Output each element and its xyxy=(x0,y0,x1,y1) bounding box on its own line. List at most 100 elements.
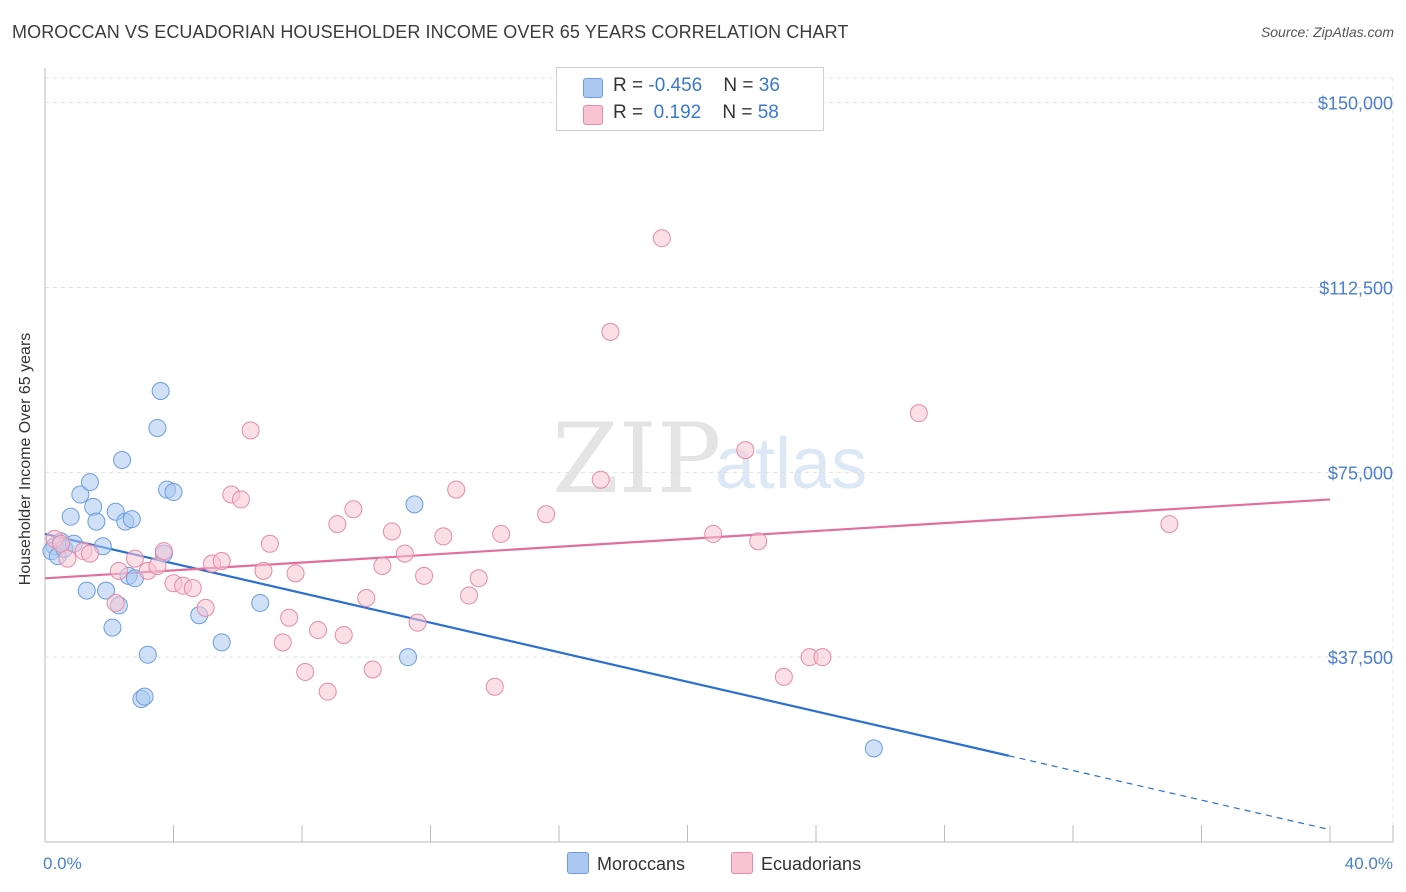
point-ecuadorians xyxy=(286,564,305,583)
point-ecuadorians xyxy=(328,515,347,534)
y-axis-label: Householder Income Over 65 years xyxy=(17,332,34,586)
bottom-legend-moroccans: Moroccans xyxy=(567,852,685,875)
point-ecuadorians xyxy=(254,561,273,580)
point-moroccans xyxy=(84,497,103,516)
point-ecuadorians xyxy=(231,490,250,509)
point-ecuadorians xyxy=(80,544,99,563)
point-ecuadorians xyxy=(212,552,231,571)
x-tick-label-max: 40.0% xyxy=(1345,854,1393,873)
point-ecuadorians xyxy=(1160,515,1179,534)
correlation-legend: R = -0.456 N = 36 R = 0.192 N = 58 xyxy=(556,67,824,131)
point-ecuadorians xyxy=(704,524,723,543)
point-ecuadorians xyxy=(196,598,215,617)
point-ecuadorians xyxy=(154,542,173,561)
point-ecuadorians xyxy=(601,322,620,341)
watermark: ZIP atlas xyxy=(552,403,867,515)
trend-lines xyxy=(44,498,1331,831)
point-ecuadorians xyxy=(395,544,414,563)
bottom-legend-ecuadorians: Ecuadorians xyxy=(731,852,861,875)
point-moroccans xyxy=(148,418,167,437)
watermark-atlas: atlas xyxy=(715,424,867,504)
point-ecuadorians xyxy=(813,648,832,667)
point-moroccans xyxy=(138,645,157,664)
point-ecuadorians xyxy=(415,566,434,585)
watermark-zip: ZIP xyxy=(552,403,721,515)
bottom-legend-swatch-ecuadorians xyxy=(731,852,753,874)
point-moroccans xyxy=(122,510,141,529)
point-ecuadorians xyxy=(183,579,202,598)
point-ecuadorians xyxy=(382,522,401,541)
y-axis-label-wrap: Householder Income Over 65 years xyxy=(6,300,46,620)
source-label: Source: ZipAtlas.com xyxy=(1260,24,1394,40)
point-ecuadorians xyxy=(309,621,328,640)
point-ecuadorians xyxy=(241,421,260,440)
point-ecuadorians xyxy=(125,549,144,568)
point-ecuadorians xyxy=(652,229,671,248)
point-ecuadorians xyxy=(408,613,427,632)
legend-text-moroccans: R = -0.456 N = 36 xyxy=(613,75,780,97)
n-label: N = xyxy=(723,75,759,96)
r-label: R = xyxy=(613,75,649,96)
point-ecuadorians xyxy=(736,441,755,460)
point-ecuadorians xyxy=(537,505,556,524)
x-tick-labels: 0.0% 40.0% xyxy=(43,854,1393,873)
point-moroccans xyxy=(151,381,170,400)
point-ecuadorians xyxy=(492,524,511,543)
y-tick-label: $150,000 xyxy=(1318,94,1393,114)
point-ecuadorians xyxy=(373,556,392,575)
point-ecuadorians xyxy=(485,677,504,696)
point-moroccans xyxy=(97,581,116,600)
point-ecuadorians xyxy=(260,534,279,553)
point-moroccans xyxy=(399,648,418,667)
point-ecuadorians xyxy=(296,662,315,681)
n-label: N = xyxy=(722,102,758,123)
point-moroccans xyxy=(864,739,883,758)
legend-swatch-ecuadorians xyxy=(583,105,603,125)
point-ecuadorians xyxy=(909,404,928,423)
point-ecuadorians xyxy=(344,500,363,519)
bottom-legend-label-moroccans: Moroccans xyxy=(597,854,686,874)
trend-line-moroccans-extension xyxy=(1008,755,1331,831)
point-ecuadorians xyxy=(434,527,453,546)
y-tick-label: $75,000 xyxy=(1328,463,1393,483)
point-ecuadorians xyxy=(774,667,793,686)
y-tick-label: $37,500 xyxy=(1328,648,1393,668)
point-moroccans xyxy=(80,473,99,492)
point-moroccans xyxy=(113,451,132,469)
point-moroccans xyxy=(251,593,270,612)
point-ecuadorians xyxy=(273,633,292,652)
n-value: 36 xyxy=(758,75,780,96)
bottom-legend-label-ecuadorians: Ecuadorians xyxy=(761,854,862,874)
bottom-legend-swatch-moroccans xyxy=(567,852,589,874)
y-tick-label: $112,500 xyxy=(1319,278,1393,298)
point-moroccans xyxy=(135,687,154,706)
point-moroccans xyxy=(71,485,90,504)
point-ecuadorians xyxy=(357,589,376,608)
data-points xyxy=(42,229,1179,758)
point-ecuadorians xyxy=(106,593,125,612)
point-ecuadorians xyxy=(447,480,466,499)
point-moroccans xyxy=(164,483,183,502)
point-ecuadorians xyxy=(58,549,77,568)
point-ecuadorians xyxy=(469,569,488,588)
point-ecuadorians xyxy=(460,586,479,605)
point-moroccans xyxy=(77,581,96,600)
point-ecuadorians xyxy=(363,660,382,679)
chart-title: MOROCCAN VS ECUADORIAN HOUSEHOLDER INCOM… xyxy=(12,22,849,42)
y-tick-labels: $37,500 $75,000 $112,500 $150,000 xyxy=(1318,94,1393,669)
r-value: 0.192 xyxy=(648,102,702,123)
point-moroccans xyxy=(405,495,424,514)
point-ecuadorians xyxy=(280,608,299,627)
r-value: -0.456 xyxy=(648,75,703,96)
point-moroccans xyxy=(87,512,106,531)
trend-line-moroccans xyxy=(44,532,1009,757)
point-moroccans xyxy=(61,507,80,526)
n-value: 58 xyxy=(757,102,779,123)
legend-swatch-moroccans xyxy=(583,78,603,98)
point-ecuadorians xyxy=(318,682,337,701)
point-ecuadorians xyxy=(334,625,353,644)
point-moroccans xyxy=(103,618,122,637)
legend-text-ecuadorians: R = 0.192 N = 58 xyxy=(613,102,779,124)
point-ecuadorians xyxy=(749,532,768,551)
r-label: R = xyxy=(613,102,649,123)
